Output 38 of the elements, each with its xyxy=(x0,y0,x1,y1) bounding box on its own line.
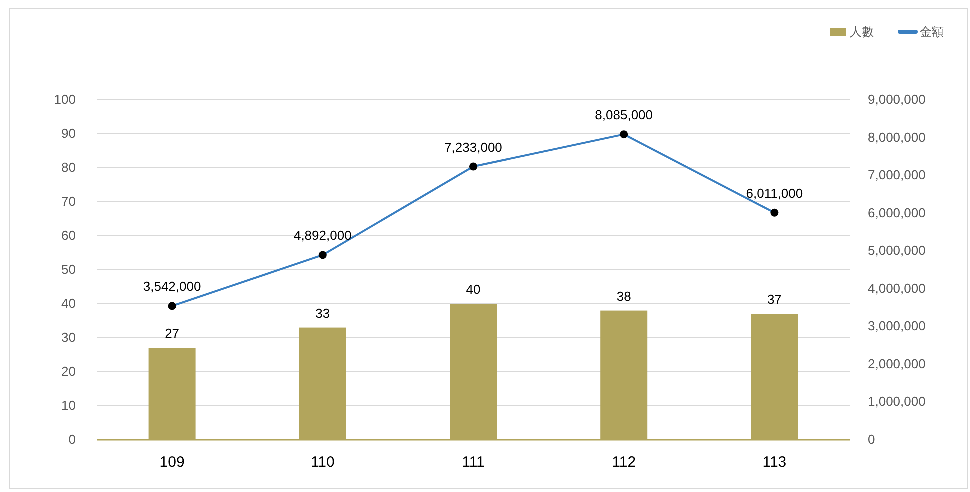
x-tick-label: 110 xyxy=(310,454,335,471)
x-tick-label: 112 xyxy=(612,454,636,471)
y-tick-label: 0 xyxy=(68,432,76,447)
y-tick-label: 90 xyxy=(62,126,76,141)
data-label: 33 xyxy=(316,306,330,321)
data-label: 8,085,000 xyxy=(595,108,654,123)
y2-tick-label: 4,000,000 xyxy=(868,280,926,296)
y2-tick-label: 7,000,000 xyxy=(868,168,926,183)
y2-tick-label: 5,000,000 xyxy=(868,243,926,258)
legend-label: 人數 xyxy=(850,25,874,39)
y2-tick-label: 1,000,000 xyxy=(868,394,926,410)
y2-tick-label: 2,000,000 xyxy=(868,356,926,372)
y2-tick-label: 3,000,000 xyxy=(868,318,926,334)
y2-tick-label: 0 xyxy=(868,432,876,447)
y-tick-label: 20 xyxy=(62,364,76,379)
data-label: 40 xyxy=(466,282,481,297)
legend-label: 金額 xyxy=(920,25,944,39)
y2-tick-label: 6,000,000 xyxy=(868,205,926,220)
data-label: 3,542,000 xyxy=(143,279,202,294)
y2-tick-label: 9,000,000 xyxy=(868,92,926,107)
data-label: 27 xyxy=(165,326,180,342)
data-label: 7,233,000 xyxy=(444,140,502,155)
x-tick-label: 113 xyxy=(762,454,787,471)
data-label: 37 xyxy=(767,292,782,308)
y-tick-label: 80 xyxy=(62,160,76,175)
x-tick-label: 111 xyxy=(462,454,485,471)
y-tick-label: 50 xyxy=(62,262,76,277)
y-tick-label: 40 xyxy=(62,296,76,311)
data-label: 38 xyxy=(616,288,632,304)
y-tick-label: 10 xyxy=(62,398,76,413)
y-tick-label: 100 xyxy=(54,92,76,107)
y-tick-label: 60 xyxy=(62,228,76,243)
y2-tick-label: 8,000,000 xyxy=(868,130,926,145)
data-label: 6,011,000 xyxy=(746,186,804,201)
y-tick-label: 30 xyxy=(62,330,76,345)
data-label: 4,892,000 xyxy=(294,228,352,244)
x-tick-label: 109 xyxy=(160,454,185,471)
y-tick-label: 70 xyxy=(62,194,76,209)
